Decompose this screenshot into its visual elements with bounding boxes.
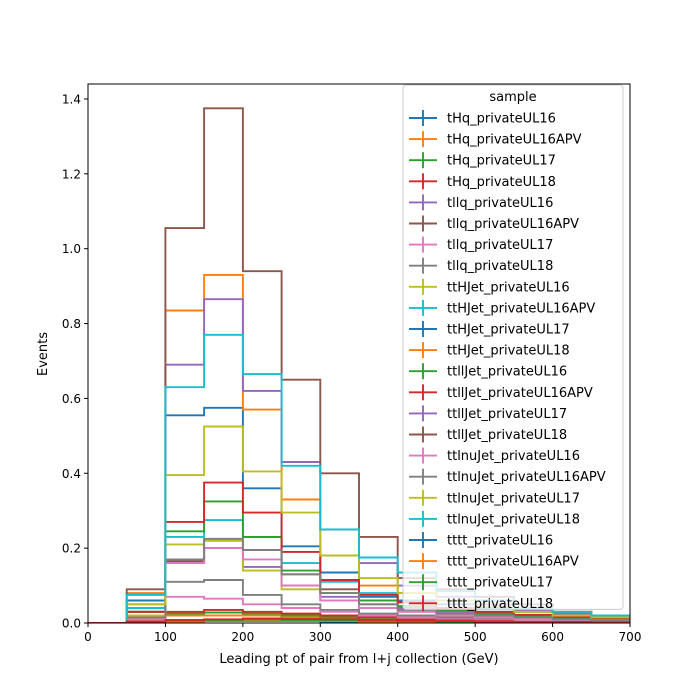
x-tick-label-4: 400 (386, 630, 409, 644)
legend-item-0: tHq_privateUL16 (409, 110, 556, 127)
legend-item-9: ttHJet_privateUL16APV (409, 299, 595, 316)
legend-label-9: ttHJet_privateUL16APV (447, 301, 595, 316)
legend-label-15: ttllJet_privateUL18 (447, 428, 567, 443)
x-tick-label-7: 700 (619, 630, 642, 644)
y-tick-label-0: 0.0 (62, 617, 81, 631)
legend-title: sample (489, 90, 536, 105)
x-tick-label-2: 200 (231, 630, 254, 644)
legend-label-8: ttHJet_privateUL16 (447, 280, 570, 295)
legend-label-19: ttlnuJet_privateUL18 (447, 512, 580, 527)
legend-item-6: tllq_privateUL17 (409, 236, 553, 253)
legend-label-21: tttt_privateUL16APV (447, 555, 579, 570)
y-tick-label-6: 1.2 (62, 167, 81, 181)
x-axis-label: Leading pt of pair from l+j collection (… (219, 652, 498, 667)
legend-item-14: ttllJet_privateUL17 (409, 405, 567, 422)
x-tick-label-5: 500 (464, 630, 487, 644)
legend-label-12: ttllJet_privateUL16 (447, 365, 567, 380)
legend-item-10: ttHJet_privateUL17 (409, 321, 570, 338)
x-tick-label-6: 600 (541, 630, 564, 644)
legend-item-17: ttlnuJet_privateUL16APV (409, 468, 606, 485)
series-line-23 (88, 617, 630, 623)
series-line-17 (88, 537, 630, 623)
legend-label-3: tHq_privateUL18 (447, 175, 556, 190)
legend-label-22: tttt_privateUL17 (447, 576, 553, 591)
y-tick-label-4: 0.8 (62, 317, 81, 331)
legend-item-4: tllq_privateUL16 (409, 194, 553, 211)
legend-item-22: tttt_privateUL17 (409, 574, 553, 591)
series-line-18 (88, 425, 630, 623)
legend-item-16: ttlnuJet_privateUL16 (409, 447, 580, 464)
y-tick-label-2: 0.4 (62, 467, 81, 481)
y-tick-label-5: 1.0 (62, 242, 81, 256)
legend-label-14: ttllJet_privateUL17 (447, 407, 567, 422)
legend-item-3: tHq_privateUL18 (409, 173, 556, 190)
legend: sample tHq_privateUL16 tHq_privateUL16APVt… (402, 84, 624, 612)
legend-label-2: tHq_privateUL17 (447, 154, 556, 169)
y-axis-label: Events (36, 332, 51, 376)
legend-item-15: ttllJet_privateUL18 (409, 426, 567, 443)
legend-label-17: ttlnuJet_privateUL16APV (447, 470, 606, 485)
legend-label-0: tHq_privateUL16 (447, 112, 556, 127)
y-tick-label-1: 0.2 (62, 542, 81, 556)
legend-label-11: ttHJet_privateUL18 (447, 344, 570, 359)
x-tick-label-1: 100 (154, 630, 177, 644)
legend-item-8: ttHJet_privateUL16 (409, 278, 570, 295)
legend-label-4: tllq_privateUL16 (447, 196, 553, 211)
plot-frame (87, 83, 631, 624)
legend-item-7: tllq_privateUL18 (409, 257, 553, 274)
legend-label-23: tttt_privateUL18 (447, 597, 553, 612)
x-tick-label-0: 0 (84, 630, 92, 644)
legend-label-18: ttlnuJet_privateUL17 (447, 491, 580, 506)
legend-item-21: tttt_privateUL16APV (409, 553, 579, 570)
legend-label-16: ttlnuJet_privateUL16 (447, 449, 580, 464)
legend-item-11: ttHJet_privateUL18 (409, 342, 570, 359)
x-tick-label-3: 300 (309, 630, 332, 644)
legend-item-13: ttllJet_privateUL16APV (409, 384, 593, 401)
legend-box (402, 84, 624, 610)
legend-item-23: tttt_privateUL18 (409, 595, 553, 612)
legend-item-1: tHq_privateUL16APV (409, 131, 582, 148)
legend-item-12: ttllJet_privateUL16 (409, 363, 567, 380)
legend-item-18: ttlnuJet_privateUL17 (409, 489, 580, 506)
legend-label-13: ttllJet_privateUL16APV (447, 386, 593, 401)
legend-label-10: ttHJet_privateUL17 (447, 323, 570, 338)
legend-item-5: tllq_privateUL16APV (409, 215, 579, 232)
legend-label-7: tllq_privateUL18 (447, 259, 553, 274)
series-line-13 (88, 481, 630, 623)
y-tick-label-7: 1.4 (62, 92, 81, 106)
legend-label-6: tllq_privateUL17 (447, 238, 553, 253)
series-layer (88, 107, 630, 623)
legend-item-2: tHq_privateUL17 (409, 152, 556, 169)
plot-area (88, 107, 630, 623)
legend-item-20: tttt_privateUL16 (409, 532, 553, 549)
axes: 0 100 200 300 400 500 600 700 0.0 0.2 0.4 0.6 0.8 1.0… (62, 83, 642, 644)
legend-label-20: tttt_privateUL16 (447, 534, 553, 549)
y-tick-label-3: 0.6 (62, 392, 81, 406)
legend-label-1: tHq_privateUL16APV (447, 133, 582, 148)
legend-label-5: tllq_privateUL16APV (447, 217, 579, 232)
legend-item-19: ttlnuJet_privateUL18 (409, 510, 580, 527)
